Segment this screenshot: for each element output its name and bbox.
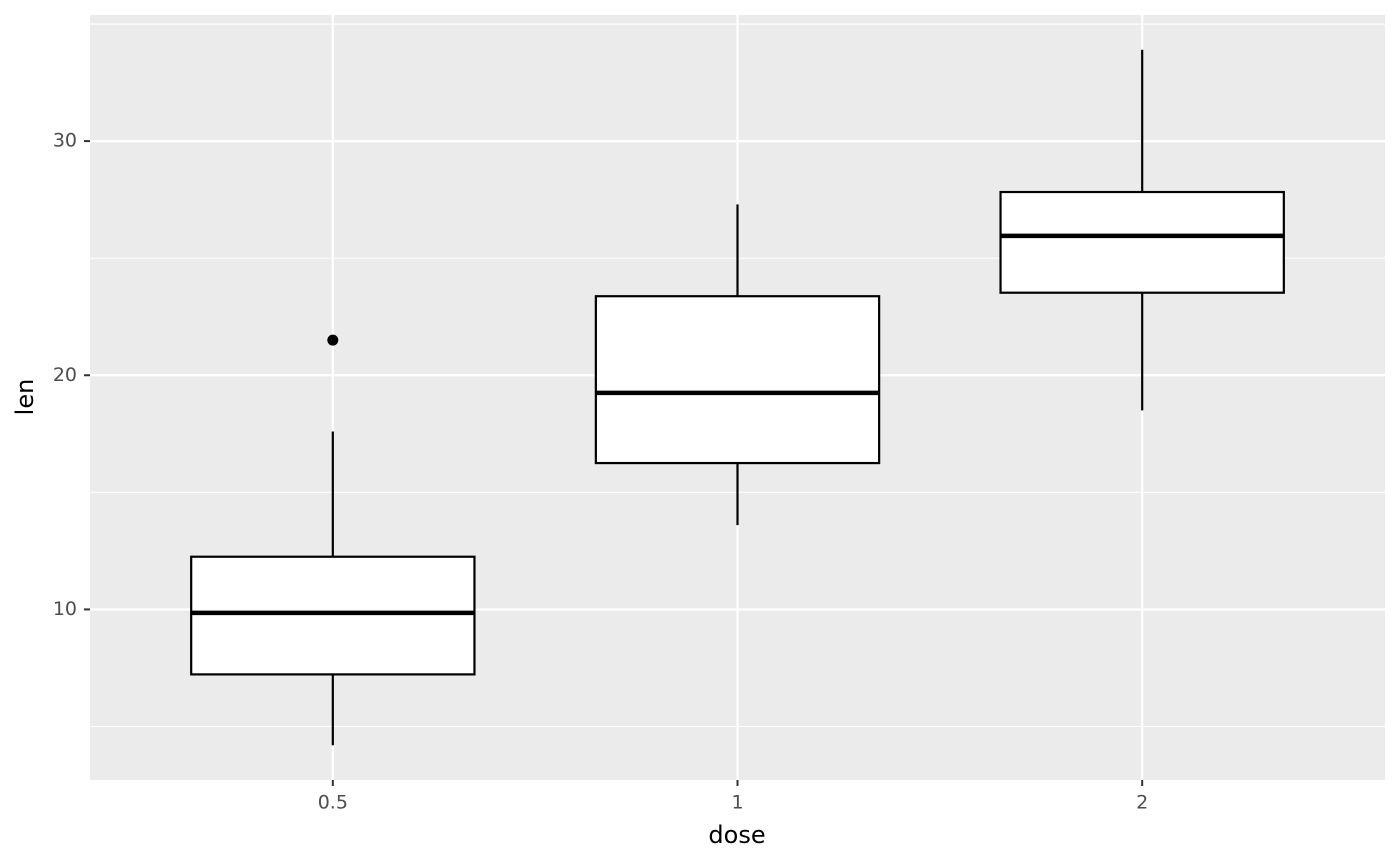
x-tick-label: 2 — [1136, 792, 1148, 814]
x-tick-label: 1 — [731, 792, 743, 814]
box — [190, 555, 476, 676]
outlier — [327, 334, 339, 346]
box — [999, 190, 1285, 294]
y-tick-label: 20 — [53, 364, 77, 386]
y-tick-label: 10 — [53, 598, 77, 620]
x-tick-label: 0.5 — [318, 792, 348, 814]
y-axis-title: len — [11, 379, 39, 416]
box — [594, 295, 881, 465]
x-axis-title: dose — [708, 821, 765, 849]
y-tick-label: 30 — [53, 130, 77, 152]
